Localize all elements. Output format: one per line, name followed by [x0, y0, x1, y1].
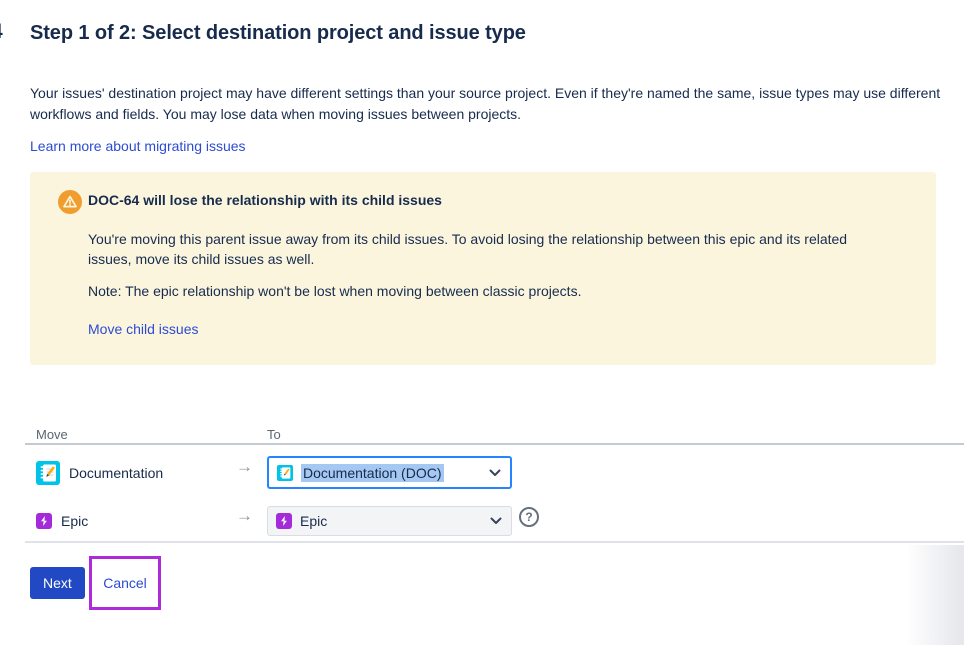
arrow-right-icon: → [236, 506, 253, 525]
documentation-project-icon [36, 461, 60, 485]
chevron-down-icon [489, 469, 501, 477]
destination-project-select[interactable]: Documentation (DOC) [267, 456, 512, 489]
epic-issue-type-icon [36, 513, 52, 529]
chevron-down-icon [490, 517, 502, 525]
warning-note: Note: The epic relationship won't be los… [88, 283, 582, 299]
warning-icon [58, 190, 82, 214]
source-project: Documentation [36, 457, 163, 489]
documentation-project-icon [277, 464, 293, 481]
footer-divider [25, 541, 964, 543]
epic-issue-type-icon [276, 513, 292, 529]
cancel-button[interactable]: Cancel [103, 575, 147, 591]
column-header-move: Move [36, 427, 68, 442]
next-button[interactable]: Next [30, 567, 85, 599]
warning-panel: DOC-64 will lose the relationship with i… [30, 172, 936, 365]
destination-project-value: Documentation (DOC) [301, 463, 444, 482]
move-child-issues-link[interactable]: Move child issues [88, 321, 199, 337]
column-header-to: To [267, 427, 281, 442]
cancel-focus-ring: Cancel [89, 556, 161, 610]
source-issue-type-label: Epic [61, 513, 89, 529]
intro-text: Your issues' destination project may hav… [30, 85, 941, 122]
warning-body: You're moving this parent issue away fro… [88, 231, 848, 267]
destination-issue-type-value: Epic [300, 513, 328, 529]
page-edge-shade [906, 545, 964, 645]
source-issue-type: Epic [36, 506, 88, 536]
help-icon[interactable]: ? [519, 507, 539, 527]
destination-issue-type-select[interactable]: Epic [267, 506, 512, 536]
page-title: Step 1 of 2: Select destination project … [30, 22, 526, 44]
learn-more-link[interactable]: Learn more about migrating issues [30, 138, 246, 154]
warning-title: DOC-64 will lose the relationship with i… [88, 192, 442, 208]
arrow-right-icon: → [236, 457, 253, 476]
clipped-step-number: 4 [0, 20, 3, 44]
table-header-divider [25, 443, 964, 445]
source-project-label: Documentation [69, 465, 164, 481]
